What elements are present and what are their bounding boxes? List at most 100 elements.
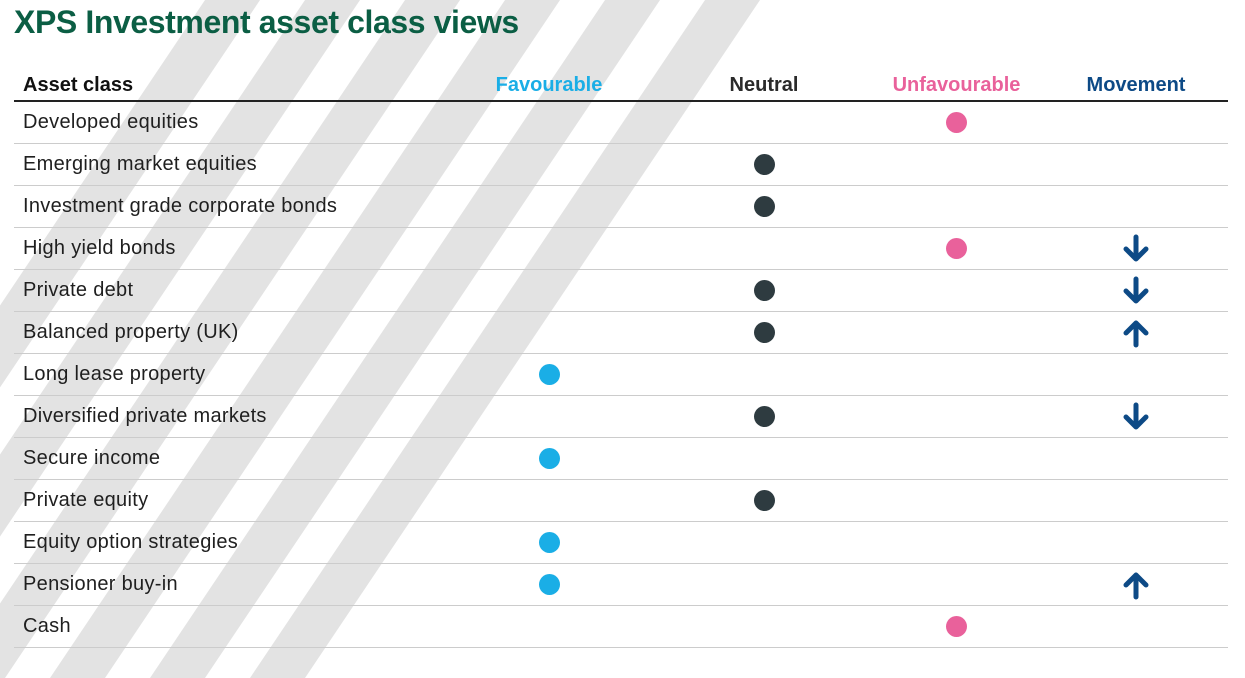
- table-row: Investment grade corporate bonds: [14, 185, 1228, 228]
- movement-cell: [1044, 101, 1228, 144]
- neutral-cell: [659, 353, 869, 396]
- unfavourable-cell: [869, 395, 1044, 438]
- unfavourable-cell: [869, 353, 1044, 396]
- table-row: Diversified private markets: [14, 395, 1228, 438]
- asset-class-name: Pensioner buy-in: [14, 563, 439, 606]
- unfavourable-cell: [869, 269, 1044, 312]
- movement-cell: [1044, 185, 1228, 228]
- asset-class-name: Private debt: [14, 269, 439, 312]
- neutral-cell: [659, 521, 869, 564]
- table-row: Private equity: [14, 479, 1228, 522]
- movement-cell: [1044, 311, 1228, 354]
- asset-class-name: Long lease property: [14, 353, 439, 396]
- table-row: Secure income: [14, 437, 1228, 480]
- favourable-cell: [439, 437, 659, 480]
- favourable-cell: [439, 311, 659, 354]
- table-row: Developed equities: [14, 101, 1228, 144]
- unfavourable-cell: [869, 185, 1044, 228]
- unfavourable-cell: [869, 311, 1044, 354]
- table-body: Developed equities Emerging market equiti…: [14, 101, 1228, 648]
- favourable-cell: [439, 521, 659, 564]
- asset-class-name: Diversified private markets: [14, 395, 439, 438]
- movement-cell: [1044, 521, 1228, 564]
- arrow-down-icon: [1123, 402, 1149, 429]
- arrow-up-icon: [1123, 572, 1149, 599]
- neutral-cell: [659, 227, 869, 270]
- unfavourable-dot-icon: [946, 238, 967, 260]
- movement-cell: [1044, 605, 1228, 648]
- unfavourable-cell: [869, 227, 1044, 270]
- neutral-cell: [659, 101, 869, 144]
- asset-class-name: Secure income: [14, 437, 439, 480]
- neutral-cell: [659, 395, 869, 438]
- movement-cell: [1044, 227, 1228, 270]
- unfavourable-cell: [869, 143, 1044, 186]
- unfavourable-dot-icon: [946, 616, 967, 638]
- table-header-row: Asset class Favourable Neutral Unfavoura…: [14, 70, 1228, 102]
- table-row: Private debt: [14, 269, 1228, 312]
- unfavourable-cell: [869, 521, 1044, 564]
- neutral-cell: [659, 185, 869, 228]
- favourable-cell: [439, 563, 659, 606]
- asset-class-name: Developed equities: [14, 101, 439, 144]
- favourable-cell: [439, 353, 659, 396]
- header-favourable: Favourable: [439, 70, 659, 102]
- asset-class-name: Emerging market equities: [14, 143, 439, 186]
- movement-cell: [1044, 437, 1228, 480]
- favourable-cell: [439, 605, 659, 648]
- unfavourable-cell: [869, 101, 1044, 144]
- neutral-dot-icon: [753, 406, 775, 428]
- arrow-down-icon: [1123, 234, 1149, 261]
- table-row: Pensioner buy-in: [14, 563, 1228, 606]
- favourable-dot-icon: [538, 364, 560, 386]
- table-row: High yield bonds: [14, 227, 1228, 270]
- unfavourable-dot-icon: [946, 112, 967, 134]
- favourable-dot-icon: [538, 532, 560, 554]
- favourable-cell: [439, 395, 659, 438]
- movement-cell: [1044, 479, 1228, 522]
- neutral-cell: [659, 479, 869, 522]
- movement-cell: [1044, 563, 1228, 606]
- neutral-cell: [659, 605, 869, 648]
- asset-class-name: Balanced property (UK): [14, 311, 439, 354]
- favourable-cell: [439, 185, 659, 228]
- unfavourable-cell: [869, 437, 1044, 480]
- asset-class-name: Investment grade corporate bonds: [14, 185, 439, 228]
- neutral-cell: [659, 143, 869, 186]
- neutral-cell: [659, 563, 869, 606]
- neutral-cell: [659, 269, 869, 312]
- header-movement: Movement: [1044, 70, 1228, 102]
- unfavourable-cell: [869, 563, 1044, 606]
- neutral-dot-icon: [753, 280, 775, 302]
- neutral-cell: [659, 437, 869, 480]
- table-row: Equity option strategies: [14, 521, 1228, 564]
- asset-class-views-table: Asset class Favourable Neutral Unfavoura…: [14, 70, 1228, 648]
- unfavourable-cell: [869, 479, 1044, 522]
- asset-class-name: High yield bonds: [14, 227, 439, 270]
- page-title: XPS Investment asset class views: [14, 4, 519, 40]
- table-row: Emerging market equities: [14, 143, 1228, 186]
- neutral-dot-icon: [753, 322, 775, 344]
- header-unfavourable: Unfavourable: [869, 70, 1044, 102]
- movement-cell: [1044, 395, 1228, 438]
- movement-cell: [1044, 143, 1228, 186]
- asset-class-name: Equity option strategies: [14, 521, 439, 564]
- neutral-dot-icon: [753, 196, 775, 218]
- favourable-dot-icon: [538, 574, 560, 596]
- table-row: Balanced property (UK): [14, 311, 1228, 354]
- asset-class-name: Private equity: [14, 479, 439, 522]
- favourable-cell: [439, 101, 659, 144]
- unfavourable-cell: [869, 605, 1044, 648]
- movement-cell: [1044, 353, 1228, 396]
- neutral-cell: [659, 311, 869, 354]
- neutral-dot-icon: [753, 154, 775, 176]
- header-neutral: Neutral: [659, 70, 869, 102]
- favourable-cell: [439, 479, 659, 522]
- arrow-down-icon: [1123, 276, 1149, 303]
- favourable-dot-icon: [538, 448, 560, 470]
- asset-class-name: Cash: [14, 605, 439, 648]
- header-asset-class: Asset class: [14, 70, 439, 102]
- favourable-cell: [439, 143, 659, 186]
- movement-cell: [1044, 269, 1228, 312]
- table-row: Long lease property: [14, 353, 1228, 396]
